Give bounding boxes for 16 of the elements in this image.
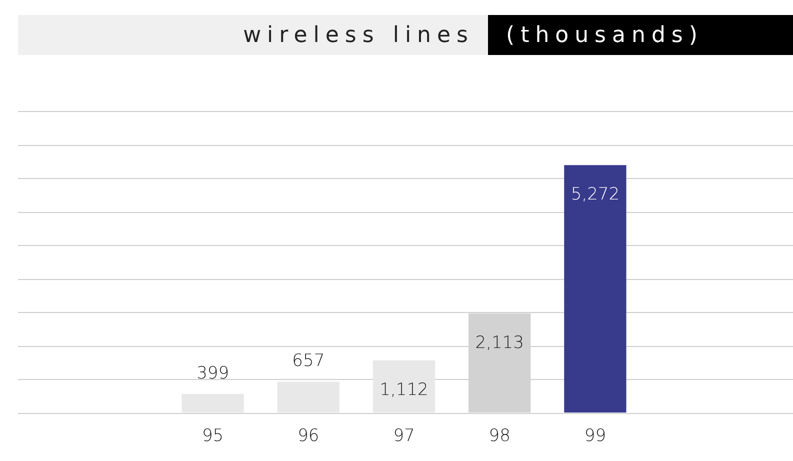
x-tick-label: 99 — [584, 426, 606, 446]
x-tick-label: 98 — [488, 426, 510, 446]
data-label: 1,112 — [380, 380, 428, 400]
bar — [372, 360, 436, 413]
x-tick-label: 97 — [393, 426, 415, 446]
data-label: 5,272 — [570, 184, 620, 205]
bar — [564, 165, 626, 413]
x-tick-label: 96 — [298, 426, 320, 446]
bar — [182, 394, 244, 413]
bar — [277, 382, 340, 413]
data-label: 2,113 — [475, 332, 524, 353]
x-tick-label: 95 — [202, 426, 224, 446]
data-label: 657 — [292, 351, 325, 372]
chart-title: wireless lines — [18, 15, 488, 55]
data-label: 399 — [196, 363, 230, 384]
chart-subtitle: (thousands) — [488, 15, 793, 55]
